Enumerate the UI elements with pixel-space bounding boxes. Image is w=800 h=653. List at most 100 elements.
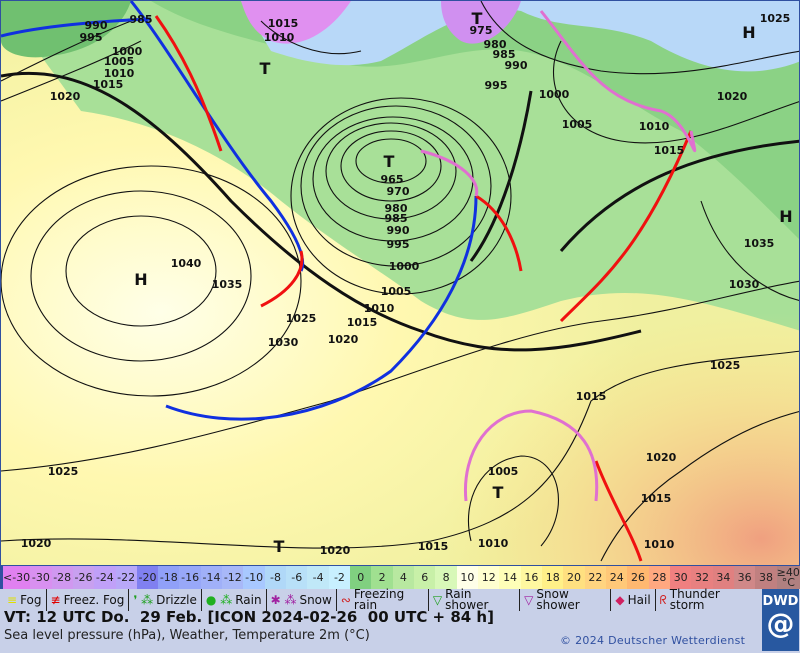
freezing-fog-icon: ≢ — [50, 592, 61, 607]
pressure-labels: 1040103510301025102010151010100510009959… — [21, 12, 791, 557]
legend-item: ≡ Fog — [3, 589, 46, 611]
scale-cell: -20 — [136, 566, 159, 589]
scale-cell: 16 — [520, 566, 543, 589]
pressure-label: 1025 — [760, 12, 791, 25]
scale-cell: -8 — [264, 566, 287, 589]
pressure-label: 965 — [381, 173, 404, 186]
pressure-label: 1030 — [729, 278, 760, 291]
legend-label: Fog — [20, 592, 42, 607]
temperature-scale: <-30 -30 -28 -26 -24 -22 -20 -18 -16 -14 -12 -10 -8-… — [0, 566, 800, 589]
occluded-front — [463, 409, 599, 502]
pressure-label: 1025 — [710, 359, 741, 372]
pressure-label: 990 — [387, 224, 410, 237]
pressure-centers: H H H T T T T T — [134, 9, 792, 556]
snow-shower-icon: ▽ — [524, 592, 534, 607]
pressure-label: 970 — [387, 185, 410, 198]
valid-time: VT: 12 UTC Do. 29 Feb. [ICON 2024-02-26 … — [4, 608, 494, 626]
scale-cell: 6 — [414, 566, 436, 589]
pressure-label: 995 — [387, 238, 410, 251]
scale-cell: 4 — [392, 566, 415, 589]
scale-cell: -28 — [51, 566, 73, 589]
pressure-label: 990 — [85, 19, 108, 32]
pressure-label: 1010 — [264, 31, 295, 44]
low-pressure-label: T — [493, 483, 504, 502]
logo-text: DWD — [762, 594, 799, 609]
pressure-label: 1020 — [717, 90, 748, 103]
spiral-icon: @ — [766, 607, 795, 640]
legend-label: Freez. Fog — [63, 592, 125, 607]
legend-label: Drizzle — [156, 592, 197, 607]
cold-front — [165, 195, 478, 421]
scale-cell: 28 — [648, 566, 671, 589]
scale-cell: 14 — [499, 566, 521, 589]
weather-map[interactable]: 1040 1035 1030 1025 1020 1015 1010 1005 1000 995 9… — [0, 0, 800, 566]
fog-icon: ≡ — [7, 592, 18, 607]
occluded-front — [420, 10, 697, 197]
pressure-label: 1005 — [562, 118, 593, 131]
legend-label: Freezing rain — [353, 587, 405, 612]
pressure-label: 1015 — [347, 316, 378, 329]
hot-region — [1, 1, 799, 565]
legend-item: ∾ Freezing rain — [335, 587, 428, 612]
drizzle-icon: ❜ ⁂ — [133, 592, 154, 607]
pressure-label: 1015 — [641, 492, 672, 505]
pressure-label: 1010 — [644, 538, 675, 551]
scale-cell: -6 — [286, 566, 308, 589]
pressure-label: 1025 — [48, 465, 79, 478]
freezing-rain-icon: ∾ — [340, 592, 351, 607]
pressure-label: 1015 — [654, 144, 685, 157]
major-isobars — [1, 71, 799, 352]
pressure-label: 1020 — [50, 90, 81, 103]
scale-cell: 38 — [755, 566, 777, 589]
legend-label: Snow shower — [536, 587, 580, 612]
scale-cell: 2 — [371, 566, 393, 589]
isobars — [1, 1, 799, 562]
pressure-label: 1000 — [539, 88, 570, 101]
legend-item: ● ⁂ Rain — [200, 589, 266, 611]
pressure-label: 1010 — [364, 302, 395, 315]
rain-icon: ● ⁂ — [205, 592, 233, 607]
map-canvas: 1040103510301025102010151010100510009959… — [1, 1, 799, 565]
legend-item: ✱ ⁂ Snow — [265, 589, 336, 611]
legend-item: ≢ Freez. Fog — [45, 589, 129, 611]
scale-cell: -18 — [158, 566, 180, 589]
dwd-logo: DWD @ — [762, 589, 799, 651]
pressure-label: 980 — [484, 38, 507, 51]
scale-cell: 8 — [435, 566, 457, 589]
pressure-label: 1010 — [104, 67, 135, 80]
pressure-label: 1035 — [744, 237, 775, 250]
scale-cell: 34 — [712, 566, 735, 589]
legend-item: ▽ Rain shower — [427, 587, 519, 612]
pressure-label: 990 — [505, 59, 528, 72]
warm-front — [260, 250, 304, 308]
scale-cell: ≥40 °C — [776, 565, 800, 589]
legend-label: Rain shower — [445, 587, 489, 612]
pressure-label: 1020 — [21, 537, 52, 550]
pressure-label: 985 — [493, 48, 516, 61]
legend-label: Thunder storm — [669, 587, 720, 612]
pressure-label: 1005 — [381, 285, 412, 298]
pressure-label: 1035 — [212, 278, 243, 291]
rain-shower-icon: ▽ — [432, 592, 443, 607]
pressure-label: 1020 — [328, 333, 359, 346]
pressure-label: 1000 — [112, 45, 143, 58]
scale-cell: -16 — [179, 566, 201, 589]
low-pressure-label: T — [384, 152, 395, 171]
pressure-label: 1010 — [478, 537, 509, 550]
pressure-label: 1015 — [93, 78, 124, 91]
thunderstorm-icon: ᖇ — [659, 592, 667, 607]
legend-label: Rain — [235, 592, 262, 607]
scale-cell: -14 — [200, 566, 223, 589]
warm-front — [594, 460, 643, 562]
scale-cell: 30 — [670, 566, 692, 589]
pressure-label: 985 — [130, 13, 153, 26]
scale-cell: 10 — [456, 566, 479, 589]
legend-item: ◆ Hail — [610, 589, 654, 611]
scale-cell: -26 — [72, 566, 95, 589]
pressure-label: 975 — [470, 24, 493, 37]
legend-label: Snow — [299, 592, 332, 607]
high-pressure-label: H — [742, 23, 755, 42]
legend-item: ❜ ⁂ Drizzle — [128, 589, 201, 611]
scale-cell: 22 — [584, 566, 607, 589]
weather-legend: ≡ Fog ≢ Freez. Fog ❜ ⁂ Drizzle ● ⁂ Rain ✱ ⁂ Snow ∾… — [3, 587, 759, 612]
